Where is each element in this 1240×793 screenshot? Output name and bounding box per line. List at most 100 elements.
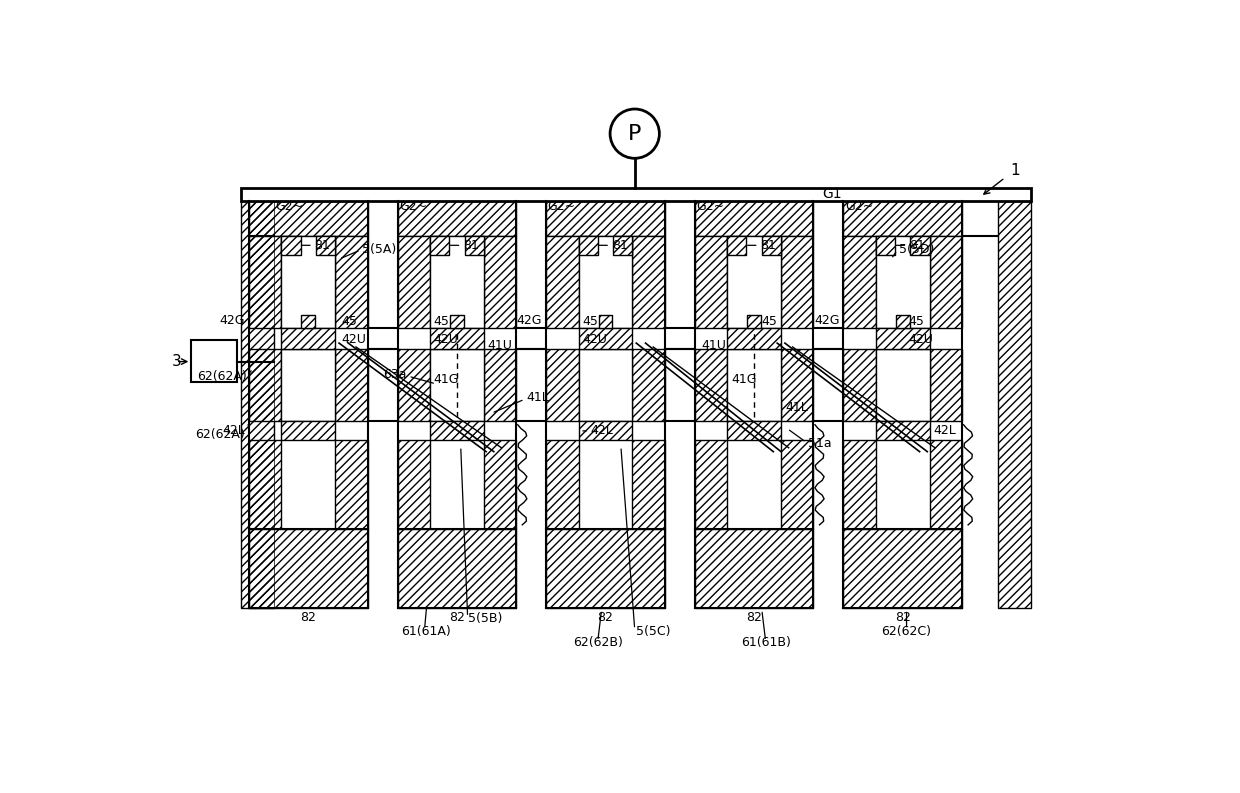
Bar: [613, 236, 632, 255]
Bar: [748, 315, 761, 328]
Bar: [398, 349, 430, 421]
Bar: [694, 440, 727, 529]
Bar: [875, 421, 930, 440]
Text: 41L: 41L: [526, 391, 549, 404]
Bar: [249, 349, 281, 421]
Bar: [930, 349, 962, 421]
Text: 81: 81: [909, 239, 925, 252]
Bar: [546, 236, 579, 328]
Text: 42G: 42G: [517, 314, 542, 328]
Text: 45: 45: [761, 315, 777, 328]
Bar: [843, 236, 875, 328]
Bar: [843, 440, 875, 529]
Text: 42U: 42U: [583, 333, 608, 346]
Bar: [930, 349, 962, 421]
Bar: [281, 349, 335, 421]
Bar: [484, 440, 516, 529]
Bar: [335, 236, 367, 328]
Text: 1: 1: [1011, 163, 1021, 178]
Text: 82: 82: [449, 611, 465, 624]
Bar: [579, 421, 632, 440]
Bar: [579, 328, 632, 349]
Bar: [484, 349, 516, 421]
Bar: [694, 236, 727, 328]
Bar: [281, 421, 335, 440]
Bar: [335, 440, 367, 529]
Bar: [335, 236, 367, 328]
Bar: [430, 349, 484, 421]
Bar: [579, 349, 632, 421]
Text: 82: 82: [895, 611, 910, 624]
Bar: [599, 315, 613, 328]
Text: 45: 45: [583, 315, 598, 328]
Bar: [727, 328, 781, 349]
Bar: [430, 236, 449, 255]
Text: 51a: 51a: [808, 438, 832, 450]
Bar: [484, 236, 516, 328]
Bar: [843, 201, 962, 236]
Text: 42L: 42L: [934, 424, 956, 438]
Bar: [727, 349, 781, 421]
Text: 45: 45: [434, 315, 450, 328]
Bar: [398, 236, 430, 328]
Bar: [430, 421, 484, 440]
Bar: [546, 349, 579, 421]
Bar: [895, 315, 910, 328]
Bar: [249, 236, 281, 328]
Text: G2~: G2~: [399, 200, 428, 213]
Text: 41G: 41G: [434, 373, 459, 385]
Text: 3: 3: [172, 354, 182, 369]
Bar: [398, 236, 430, 328]
Bar: [843, 440, 875, 529]
Text: 41G: 41G: [730, 373, 756, 385]
Bar: [484, 236, 516, 328]
Bar: [301, 315, 315, 328]
Bar: [875, 236, 930, 328]
Bar: [910, 236, 930, 255]
Bar: [843, 529, 962, 608]
Bar: [781, 236, 813, 328]
Bar: [546, 440, 579, 529]
Text: 42L: 42L: [222, 424, 246, 438]
Bar: [242, 201, 274, 608]
Bar: [546, 201, 665, 236]
Bar: [843, 349, 875, 421]
Bar: [781, 236, 813, 328]
Bar: [398, 440, 430, 529]
Bar: [632, 236, 665, 328]
Bar: [579, 236, 598, 255]
Bar: [249, 201, 367, 236]
Text: 42G: 42G: [813, 314, 839, 328]
Bar: [450, 315, 464, 328]
Bar: [632, 440, 665, 529]
Text: 5(5A): 5(5A): [362, 243, 397, 256]
Text: P: P: [627, 124, 641, 144]
Bar: [546, 201, 665, 236]
Bar: [316, 236, 335, 255]
Bar: [465, 236, 484, 255]
Bar: [910, 236, 930, 255]
Bar: [249, 349, 281, 421]
Bar: [465, 236, 484, 255]
Bar: [546, 236, 579, 328]
Text: 61(61A): 61(61A): [402, 625, 451, 638]
Bar: [998, 201, 1030, 608]
Bar: [546, 529, 665, 608]
Bar: [781, 440, 813, 529]
Bar: [398, 201, 516, 236]
Bar: [281, 328, 335, 349]
Bar: [930, 440, 962, 529]
Bar: [727, 421, 781, 440]
Bar: [191, 340, 237, 382]
Bar: [761, 236, 781, 255]
Text: 62(62A): 62(62A): [196, 428, 246, 441]
Circle shape: [610, 109, 660, 159]
Bar: [781, 349, 813, 421]
Bar: [249, 529, 367, 608]
Text: 5(5D): 5(5D): [899, 243, 934, 256]
Text: G1: G1: [822, 187, 842, 201]
Bar: [281, 328, 335, 349]
Bar: [249, 529, 367, 608]
Bar: [430, 236, 484, 328]
Bar: [546, 349, 579, 421]
